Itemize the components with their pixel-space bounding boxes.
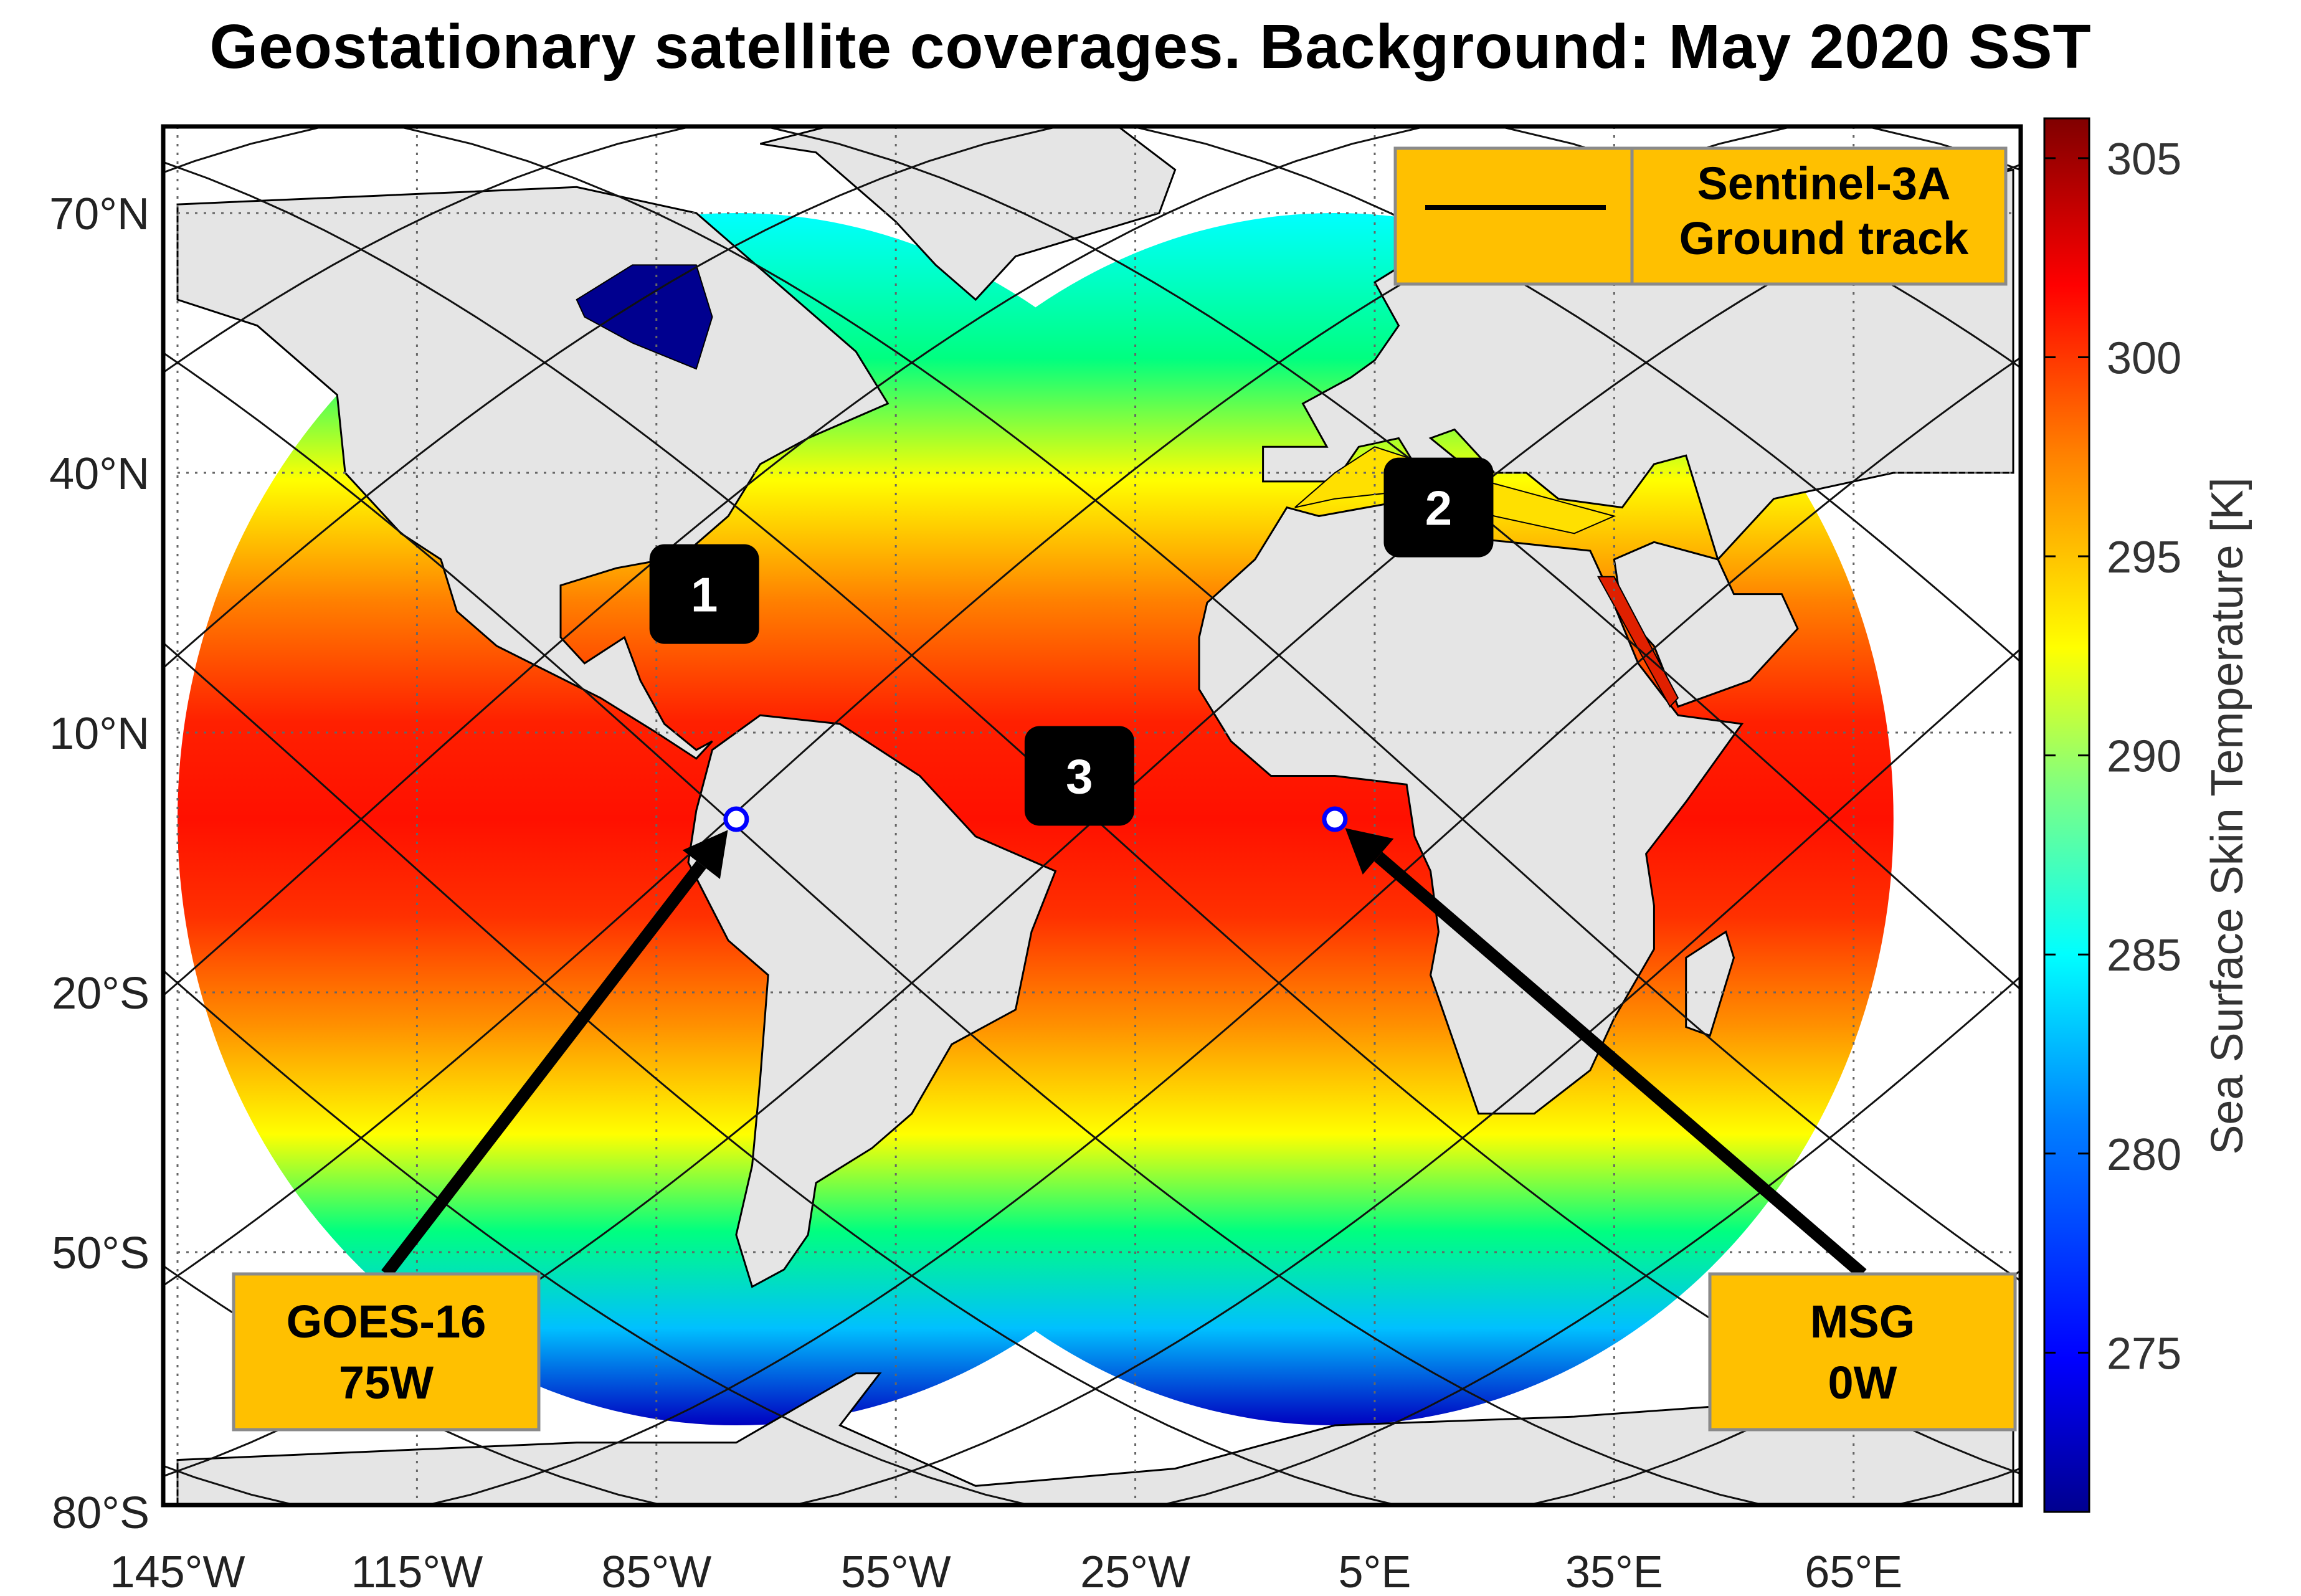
satellite-name-0: GOES-16 [287, 1296, 486, 1347]
ground-track-15-1 [2060, 109, 2301, 1529]
lon-label-2: 85°W [601, 1547, 711, 1596]
map-title: Geostationary satellite coverages. Backg… [209, 12, 2092, 82]
ground-track-11-1 [756, 126, 2021, 991]
lat-tick-labels: 70°N 40°N 10°N 20°S 50°S 80°S [49, 189, 149, 1538]
colorbar-tick-label-6: 275 [2107, 1329, 2181, 1379]
lon-label-0: 145°W [110, 1547, 245, 1596]
lon-label-1: 115°W [351, 1547, 483, 1596]
satellite-arrow-1 [1374, 852, 1867, 1279]
ground-track-3-1 [0, 109, 131, 1529]
lat-label-5: 80°S [52, 1488, 149, 1538]
red-sea [1597, 576, 1679, 708]
legend-text-box [1630, 146, 2008, 286]
satellite-annotations: GOES-16 75W MSG 0W [232, 806, 2017, 1432]
marker-badge-1 [1383, 457, 1494, 558]
satellite-lon-0: 75W [339, 1357, 434, 1408]
lat-label-3: 20°S [52, 969, 149, 1019]
marker-label-0: 1 [691, 568, 718, 622]
satellite-subpoint-0 [723, 806, 749, 832]
land-greenland [760, 126, 1177, 302]
ground-track-15-0 [2060, 109, 2301, 1529]
satellite-name-1: MSG [1810, 1296, 1915, 1347]
colorbar-label: Sea Surface Skin Temperature [K] [2203, 477, 2252, 1154]
marker-badge-2 [1024, 726, 1134, 826]
colorbar-tick-label-1: 300 [2107, 333, 2181, 383]
lat-label-4: 50°S [52, 1228, 149, 1278]
satellite-lon-1: 0W [1828, 1357, 1897, 1408]
colorbar-tick-label-0: 305 [2107, 135, 2181, 184]
colorbar-tick-label-5: 280 [2107, 1130, 2181, 1180]
ground-track-7-1 [163, 641, 1401, 1505]
ground-track-6-1 [163, 969, 1033, 1505]
colorbar-ticks: 305 300 295 290 285 280 275 [2044, 135, 2181, 1379]
marker-label-2: 3 [1066, 749, 1093, 804]
marker-badge-0 [649, 544, 759, 644]
lon-label-5: 5°E [1339, 1547, 1411, 1596]
ground-track-5-0 [163, 126, 701, 374]
marker-label-1: 2 [1425, 481, 1452, 536]
lon-label-4: 25°W [1080, 1547, 1190, 1596]
lon-label-7: 65°E [1805, 1547, 1902, 1596]
ground-track-13-1 [1490, 126, 2021, 369]
colorbar-tick-label-4: 285 [2107, 931, 2181, 981]
lat-label-0: 70°N [49, 189, 149, 239]
colorbar-tick-label-3: 290 [2107, 732, 2181, 782]
ground-track-6-0 [163, 126, 1068, 670]
satellite-box-1 [1708, 1272, 2017, 1432]
region-markers: 1 2 3 [649, 457, 1494, 826]
ground-track-12-1 [1123, 126, 2021, 663]
satellite-arrow-0 [381, 860, 706, 1278]
ground-track-12-0 [1157, 975, 2021, 1505]
ground-track-3-0 [0, 109, 131, 1529]
colorbar-tick-label-2: 295 [2107, 533, 2181, 582]
legend: Sentinel-3A Ground track [1393, 146, 2008, 286]
ground-track-10-1 [389, 126, 2021, 1282]
lat-label-2: 10°N [49, 709, 149, 759]
land-south-america [687, 714, 1057, 1288]
satellite-box-0 [232, 1272, 541, 1432]
ground-track-5-1 [163, 1265, 667, 1505]
lon-label-3: 55°W [841, 1547, 951, 1596]
satellite-arrowhead-0 [682, 830, 728, 880]
hudson-bay [576, 264, 713, 370]
colorbar [2043, 117, 2090, 1513]
map-frame [161, 124, 2023, 1508]
legend-line1: Sentinel-3A [1697, 158, 1950, 209]
lon-tick-labels: 145°W 115°W 85°W 55°W 25°W 5°E 35°E 65°E [110, 1547, 1903, 1596]
satellite-subpoint-1 [1322, 806, 1348, 832]
lon-label-6: 35°E [1565, 1547, 1663, 1596]
land-madagascar [1685, 930, 1735, 1037]
lat-label-1: 40°N [49, 449, 149, 499]
satellite-arrowhead-1 [1345, 828, 1394, 875]
legend-line2: Ground track [1679, 212, 1969, 264]
